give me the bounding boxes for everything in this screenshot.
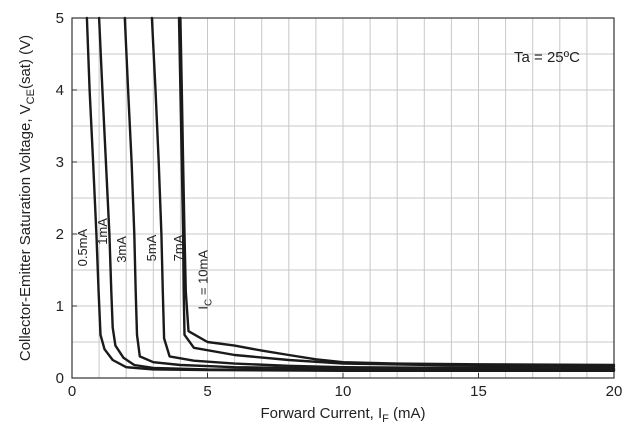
series-label-1: 1mA [95,218,110,245]
series-line-0 [85,16,616,372]
y-axis-title: Collector-Emitter Saturation Voltage, VC… [17,35,37,361]
series-label-4: 7mA [171,234,186,261]
x-tick-label: 10 [335,383,352,400]
temperature-annotation: Ta = 25ºC [514,49,580,66]
y-tick-label: 0 [56,370,64,387]
x-tick-label: 20 [606,383,623,400]
x-tick-label: 5 [203,383,211,400]
y-tick-label: 2 [56,226,64,243]
series-line-1 [97,16,616,372]
series-line-5 [179,16,616,367]
x-axis-title: Forward Current, IF (mA) [260,405,425,425]
grid-lines [71,17,615,379]
x-tick-label: 0 [68,383,76,400]
series-label-0: 0.5mA [75,228,90,266]
series-line-4 [177,16,616,368]
y-tick-label: 4 [56,82,64,99]
series-labels: 0.5mA 1mA 3mA 5mA 7mA IC = 10mA [75,218,215,310]
x-tick-label: 15 [470,383,487,400]
series-label-2: 3mA [114,236,129,263]
y-tick-label: 1 [56,298,64,315]
series-line-2 [123,16,616,371]
series-group [85,16,616,372]
series-label-5: IC = 10mA [196,250,215,310]
y-tick-label: 3 [56,154,64,171]
y-tick-label: 5 [56,10,64,27]
axis-ticks: 0 5 10 15 20 0 1 2 3 4 5 [56,10,623,400]
series-label-3: 5mA [144,234,159,261]
series-line-3 [150,16,616,370]
